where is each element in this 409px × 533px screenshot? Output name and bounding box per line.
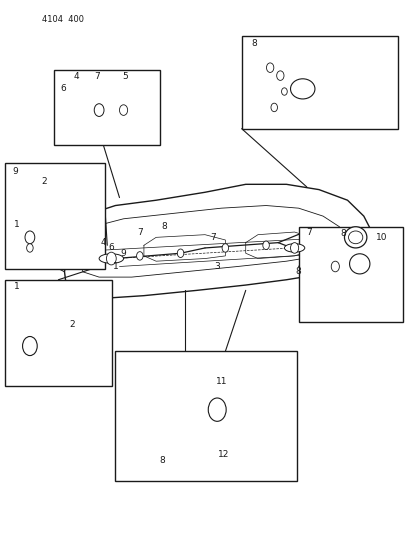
Circle shape bbox=[94, 104, 104, 116]
Text: 6: 6 bbox=[108, 244, 114, 253]
Ellipse shape bbox=[349, 254, 369, 274]
Circle shape bbox=[276, 71, 283, 80]
Bar bbox=[298, 227, 402, 322]
Bar bbox=[115, 351, 296, 481]
Circle shape bbox=[330, 261, 339, 272]
Text: 9: 9 bbox=[13, 166, 18, 175]
Text: 8: 8 bbox=[295, 268, 301, 276]
Text: 1: 1 bbox=[14, 220, 20, 229]
Circle shape bbox=[270, 103, 277, 112]
Text: 9: 9 bbox=[120, 249, 126, 258]
Circle shape bbox=[119, 105, 127, 115]
Ellipse shape bbox=[99, 254, 123, 263]
Circle shape bbox=[266, 63, 273, 72]
Ellipse shape bbox=[344, 227, 366, 248]
Text: 1: 1 bbox=[112, 262, 118, 271]
Text: 3: 3 bbox=[214, 262, 220, 271]
Text: 7: 7 bbox=[210, 233, 216, 242]
Text: 7: 7 bbox=[94, 72, 100, 81]
Bar bbox=[5, 163, 105, 269]
Circle shape bbox=[106, 252, 116, 265]
Text: 7: 7 bbox=[305, 228, 311, 237]
Text: 11: 11 bbox=[215, 377, 227, 386]
Circle shape bbox=[27, 244, 33, 252]
Text: 4104  400: 4104 400 bbox=[42, 14, 84, 23]
Ellipse shape bbox=[348, 231, 362, 244]
Circle shape bbox=[262, 241, 269, 249]
Text: 4: 4 bbox=[74, 72, 79, 81]
Text: 8: 8 bbox=[340, 229, 346, 238]
Ellipse shape bbox=[284, 244, 304, 252]
Text: 8: 8 bbox=[159, 456, 165, 465]
Text: 4: 4 bbox=[100, 238, 106, 247]
Text: 2: 2 bbox=[41, 177, 47, 186]
Bar bbox=[241, 36, 398, 128]
Text: 2: 2 bbox=[70, 320, 75, 329]
Text: 6: 6 bbox=[60, 84, 66, 93]
Text: 8: 8 bbox=[161, 222, 167, 231]
Text: 12: 12 bbox=[217, 450, 229, 459]
Text: 8: 8 bbox=[250, 39, 256, 49]
Circle shape bbox=[25, 231, 35, 244]
Circle shape bbox=[208, 398, 226, 421]
Bar bbox=[54, 70, 160, 144]
Circle shape bbox=[136, 252, 143, 260]
Ellipse shape bbox=[290, 79, 314, 99]
Circle shape bbox=[222, 244, 228, 252]
Text: 7: 7 bbox=[137, 228, 142, 237]
Text: 5: 5 bbox=[122, 72, 128, 81]
Circle shape bbox=[290, 243, 298, 253]
Text: 10: 10 bbox=[375, 233, 387, 242]
Circle shape bbox=[177, 249, 183, 257]
Circle shape bbox=[22, 336, 37, 356]
Text: 1: 1 bbox=[14, 282, 20, 291]
Bar bbox=[5, 280, 112, 386]
Circle shape bbox=[281, 88, 287, 95]
